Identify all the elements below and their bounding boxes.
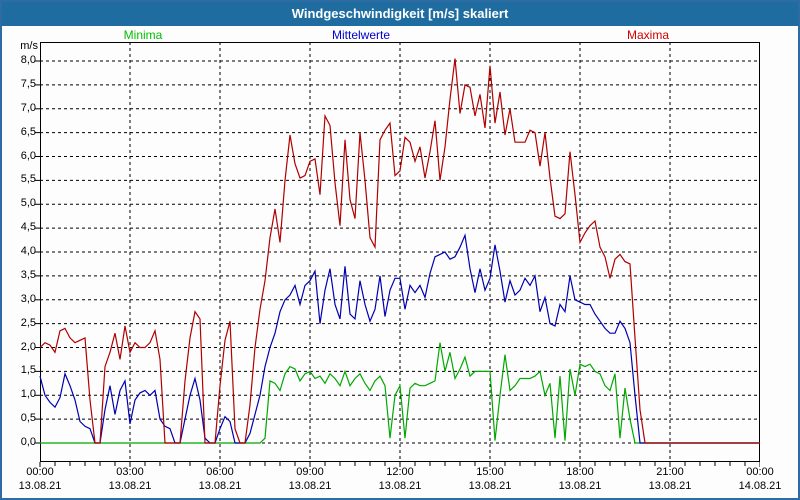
y-tick-label: 6,5 xyxy=(20,125,36,138)
y-axis-unit-label: m/s xyxy=(20,40,38,52)
x-tick-date-label: 13.08.21 xyxy=(198,480,242,492)
y-tick-label: 0,5 xyxy=(20,412,36,425)
y-tick-label: 2,0 xyxy=(20,340,36,353)
y-tick-label: 7,0 xyxy=(20,101,36,114)
x-tick-date-label: 13.08.21 xyxy=(18,480,62,492)
y-tick-label: 4,5 xyxy=(20,221,36,234)
y-tick-label: 7,5 xyxy=(20,77,36,90)
series-line-mittelwerte xyxy=(39,233,760,444)
y-tick-label: 3,5 xyxy=(20,268,36,281)
y-tick-label: 3,0 xyxy=(20,292,36,305)
y-tick-label: 8,0 xyxy=(20,54,36,66)
plot-area xyxy=(32,42,760,468)
wind-speed-chart xyxy=(35,42,760,467)
y-tick-label: 6,0 xyxy=(20,149,36,162)
y-tick-label: 1,0 xyxy=(20,388,36,401)
x-tick-date-label: 13.08.21 xyxy=(648,480,692,492)
y-tick-label: 2,5 xyxy=(20,316,36,329)
x-tick-date-label: 13.08.21 xyxy=(108,480,152,492)
legend-minima: Minima xyxy=(123,28,163,42)
y-tick-label: 5,0 xyxy=(20,197,36,210)
legend-maxima: Maxima xyxy=(626,28,670,42)
x-tick-date-label: 13.08.21 xyxy=(378,480,422,492)
y-tick-label: 0,0 xyxy=(20,436,36,448)
x-tick-date-label: 14.08.21 xyxy=(738,480,782,492)
x-tick-date-label: 13.08.21 xyxy=(288,480,332,492)
x-tick-date-label: 13.08.21 xyxy=(558,480,602,492)
plot-border xyxy=(40,42,760,462)
y-tick-label: 4,0 xyxy=(20,245,36,257)
y-tick-label: 1,5 xyxy=(20,364,36,377)
series-line-maxima xyxy=(39,58,760,444)
legend-mittelwerte: Mittelwerte xyxy=(331,28,391,42)
chart-title: Windgeschwindigkeit [m/s] skaliert xyxy=(2,2,798,26)
x-tick-date-label: 13.08.21 xyxy=(468,480,512,492)
y-tick-label: 5,5 xyxy=(20,173,36,186)
